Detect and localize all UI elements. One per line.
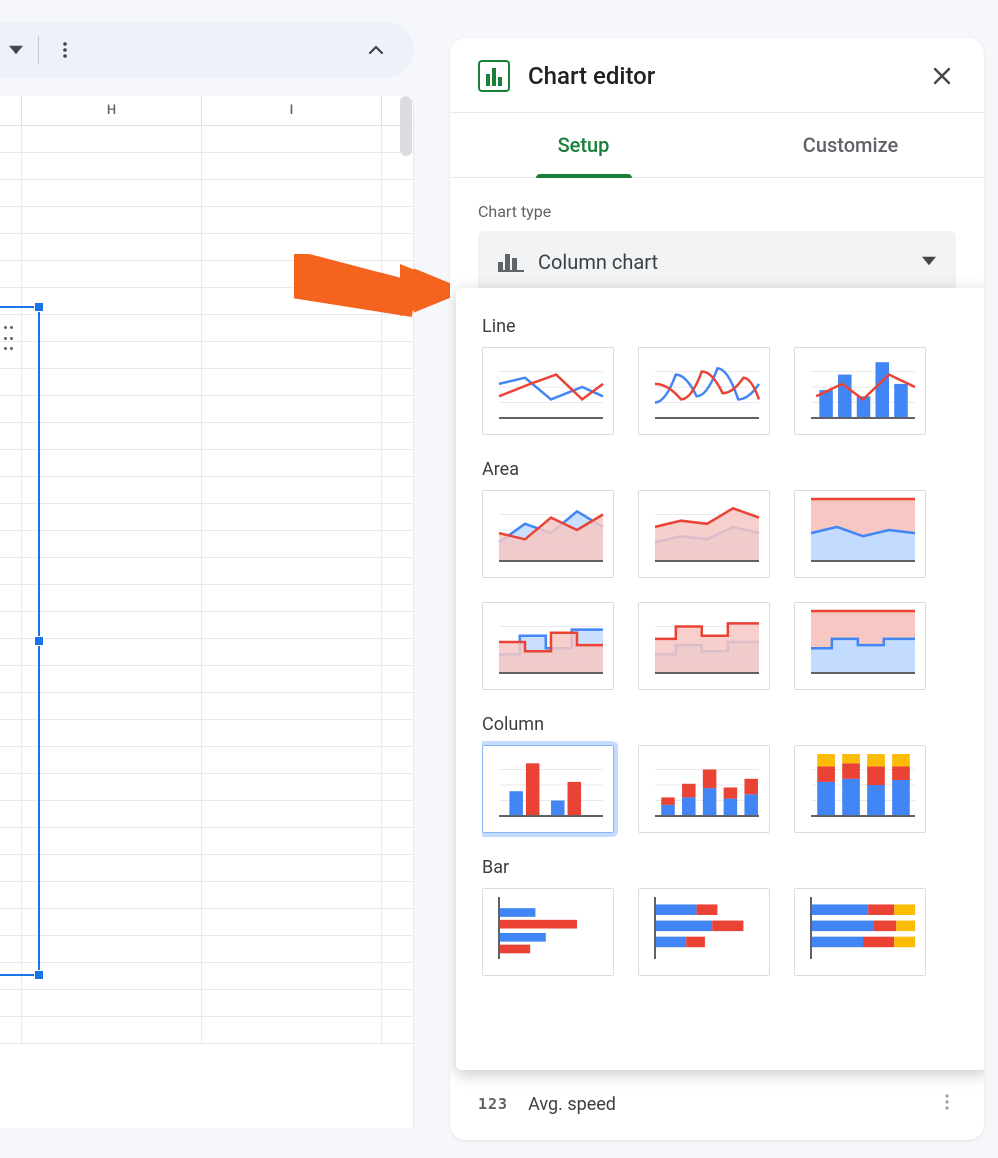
chart-thumb-bar-3[interactable] (794, 888, 926, 976)
chart-thumb-line-1[interactable] (482, 347, 614, 435)
resize-handle-mr[interactable] (34, 636, 44, 646)
grid-row[interactable] (0, 288, 413, 315)
grid-row[interactable] (0, 909, 413, 936)
more-vert-icon[interactable] (938, 1093, 956, 1115)
chart-type-dropdown: Line Area Column Bar (456, 288, 984, 1070)
more-vert-icon[interactable] (51, 36, 79, 64)
chart-thumb-column-3[interactable] (794, 745, 926, 833)
grid-row[interactable] (0, 774, 413, 801)
embedded-chart-selection[interactable] (0, 306, 40, 976)
chart-thumb-bar-2[interactable] (638, 888, 770, 976)
grid-row[interactable] (0, 153, 413, 180)
chart-thumb-area-3[interactable] (794, 490, 926, 578)
chart-type-label: Chart type (478, 202, 956, 221)
category-line: Line (482, 316, 948, 337)
panel-title: Chart editor (528, 62, 655, 90)
grid-row[interactable] (0, 801, 413, 828)
numeric-icon: 123 (478, 1095, 508, 1113)
grid-row[interactable] (0, 963, 413, 990)
col-header-I[interactable]: I (202, 96, 382, 125)
chart-thumb-line-2[interactable] (638, 347, 770, 435)
tab-customize[interactable]: Customize (717, 113, 984, 177)
aggregator-label: Avg. speed (528, 1094, 616, 1115)
chart-editor-icon (478, 60, 510, 92)
chart-editor-panel: Chart editor Setup Customize Chart type … (450, 38, 984, 1140)
grid-row[interactable] (0, 450, 413, 477)
grid-row[interactable] (0, 666, 413, 693)
category-column: Column (482, 714, 948, 735)
chart-thumb-area-5[interactable] (638, 602, 770, 690)
chart-thumb-column-1[interactable] (482, 745, 614, 833)
grid-row[interactable] (0, 855, 413, 882)
resize-handle-tr[interactable] (34, 302, 44, 312)
grid-row[interactable] (0, 261, 413, 288)
grid-row[interactable] (0, 936, 413, 963)
column-chart-icon (498, 252, 524, 272)
col-header-H[interactable]: H (22, 96, 202, 125)
chart-thumb-area-4[interactable] (482, 602, 614, 690)
caret-down-icon (922, 253, 936, 272)
grid-row[interactable] (0, 396, 413, 423)
grid-row[interactable] (0, 612, 413, 639)
grid-row[interactable] (0, 1017, 413, 1044)
close-icon[interactable] (928, 62, 956, 90)
grid-row[interactable] (0, 585, 413, 612)
grid-row[interactable] (0, 423, 413, 450)
chart-thumb-column-2[interactable] (638, 745, 770, 833)
grid-row[interactable] (0, 369, 413, 396)
chart-type-select[interactable]: Column chart (478, 231, 956, 293)
toolbar (0, 22, 414, 78)
grid-row[interactable] (0, 882, 413, 909)
collapse-toolbar-icon[interactable] (358, 32, 394, 68)
chart-thumb-area-1[interactable] (482, 490, 614, 578)
column-headers: H I (0, 96, 413, 126)
grid-row[interactable] (0, 234, 413, 261)
panel-header: Chart editor (450, 38, 984, 113)
grid-row[interactable] (0, 639, 413, 666)
chart-thumb-bar-1[interactable] (482, 888, 614, 976)
series-aggregator-row[interactable]: 123 Avg. speed (478, 1080, 956, 1128)
grid-row[interactable] (0, 180, 413, 207)
category-area: Area (482, 459, 948, 480)
toolbar-divider (38, 36, 39, 64)
grid-row[interactable] (0, 558, 413, 585)
grid-row[interactable] (0, 531, 413, 558)
panel-tabs: Setup Customize (450, 113, 984, 178)
grid-row[interactable] (0, 693, 413, 720)
grid-row[interactable] (0, 990, 413, 1017)
grid-row[interactable] (0, 126, 413, 153)
resize-handle-br[interactable] (34, 970, 44, 980)
category-bar: Bar (482, 857, 948, 878)
grid-row[interactable] (0, 828, 413, 855)
grid-row[interactable] (0, 342, 413, 369)
grid-row[interactable] (0, 747, 413, 774)
grid-row[interactable] (0, 477, 413, 504)
chart-thumb-line-3[interactable] (794, 347, 926, 435)
paint-format-dropdown-icon[interactable] (6, 40, 26, 60)
vertical-scrollbar-thumb[interactable] (400, 96, 412, 156)
spreadsheet-grid[interactable]: H I (0, 96, 414, 1128)
grid-row[interactable] (0, 720, 413, 747)
grid-row[interactable] (0, 207, 413, 234)
chart-type-value: Column chart (538, 250, 658, 274)
chart-thumb-area-6[interactable] (794, 602, 926, 690)
tab-setup[interactable]: Setup (450, 113, 717, 177)
chart-thumb-area-2[interactable] (638, 490, 770, 578)
grid-row[interactable] (0, 504, 413, 531)
grid-row[interactable] (0, 315, 413, 342)
